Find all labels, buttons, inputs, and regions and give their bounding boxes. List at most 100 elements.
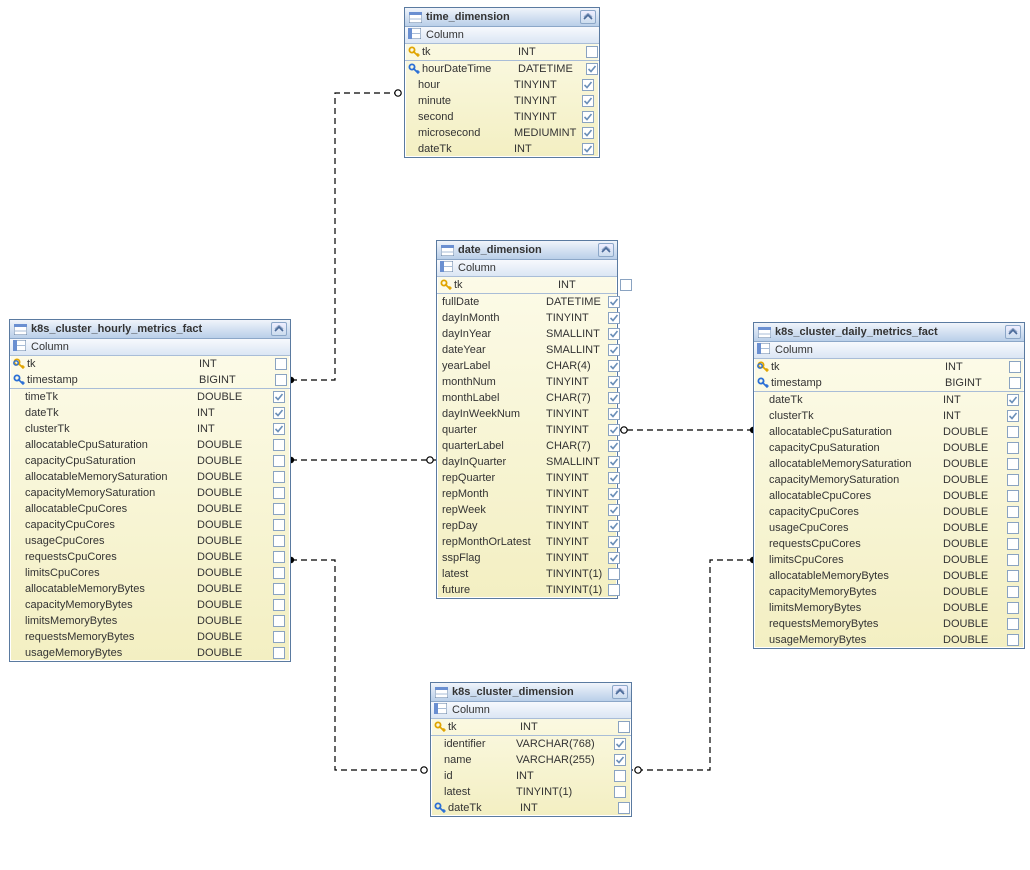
nullable-checkbox[interactable] <box>1007 538 1019 550</box>
column-row[interactable]: repWeekTINYINT <box>437 502 617 518</box>
column-row[interactable]: dateTkINT <box>431 800 631 816</box>
nullable-checkbox[interactable] <box>608 568 620 580</box>
nullable-checkbox[interactable] <box>1007 506 1019 518</box>
nullable-checkbox[interactable] <box>608 552 620 564</box>
column-row[interactable]: dateTkINT <box>754 392 1024 408</box>
column-row[interactable]: capacityCpuCoresDOUBLE <box>754 504 1024 520</box>
column-row[interactable]: limitsMemoryBytesDOUBLE <box>754 600 1024 616</box>
nullable-checkbox[interactable] <box>273 599 285 611</box>
nullable-checkbox[interactable] <box>273 551 285 563</box>
table-titlebar[interactable]: k8s_cluster_dimension <box>431 683 631 702</box>
column-row[interactable]: limitsCpuCoresDOUBLE <box>754 552 1024 568</box>
nullable-checkbox[interactable] <box>273 535 285 547</box>
column-row[interactable]: usageMemoryBytesDOUBLE <box>10 645 290 661</box>
nullable-checkbox[interactable] <box>620 279 632 291</box>
nullable-checkbox[interactable] <box>1007 634 1019 646</box>
nullable-checkbox[interactable] <box>582 95 594 107</box>
table-titlebar[interactable]: k8s_cluster_hourly_metrics_fact <box>10 320 290 339</box>
nullable-checkbox[interactable] <box>586 46 598 58</box>
nullable-checkbox[interactable] <box>608 360 620 372</box>
nullable-checkbox[interactable] <box>273 647 285 659</box>
nullable-checkbox[interactable] <box>614 770 626 782</box>
column-row[interactable]: clusterTkINT <box>754 408 1024 424</box>
column-row[interactable]: repMonthOrLatestTINYINT <box>437 534 617 550</box>
column-row[interactable]: allocatableMemorySaturationDOUBLE <box>754 456 1024 472</box>
column-row[interactable]: requestsCpuCoresDOUBLE <box>754 536 1024 552</box>
collapse-button[interactable] <box>612 685 628 699</box>
column-row[interactable]: monthNumTINYINT <box>437 374 617 390</box>
nullable-checkbox[interactable] <box>1009 377 1021 389</box>
nullable-checkbox[interactable] <box>1007 474 1019 486</box>
nullable-checkbox[interactable] <box>1007 394 1019 406</box>
nullable-checkbox[interactable] <box>582 143 594 155</box>
column-row[interactable]: identifierVARCHAR(768) <box>431 736 631 752</box>
column-row[interactable]: allocatableMemorySaturationDOUBLE <box>10 469 290 485</box>
column-row[interactable]: allocatableCpuSaturationDOUBLE <box>754 424 1024 440</box>
column-row[interactable]: dateYearSMALLINT <box>437 342 617 358</box>
column-row[interactable]: usageCpuCoresDOUBLE <box>10 533 290 549</box>
column-row[interactable]: capacityCpuSaturationDOUBLE <box>754 440 1024 456</box>
nullable-checkbox[interactable] <box>608 536 620 548</box>
column-row[interactable]: dayInMonthTINYINT <box>437 310 617 326</box>
column-row[interactable]: monthLabelCHAR(7) <box>437 390 617 406</box>
column-row[interactable]: tkINT <box>437 277 617 293</box>
nullable-checkbox[interactable] <box>273 503 285 515</box>
nullable-checkbox[interactable] <box>1007 490 1019 502</box>
column-row[interactable]: requestsCpuCoresDOUBLE <box>10 549 290 565</box>
column-row[interactable]: timestampBIGINT <box>754 375 1024 391</box>
column-row[interactable]: allocatableCpuCoresDOUBLE <box>10 501 290 517</box>
column-row[interactable]: microsecondMEDIUMINT <box>405 125 599 141</box>
nullable-checkbox[interactable] <box>608 504 620 516</box>
nullable-checkbox[interactable] <box>608 312 620 324</box>
nullable-checkbox[interactable] <box>273 519 285 531</box>
nullable-checkbox[interactable] <box>618 721 630 733</box>
column-row[interactable]: timeTkDOUBLE <box>10 389 290 405</box>
nullable-checkbox[interactable] <box>1007 570 1019 582</box>
column-row[interactable]: dayInWeekNumTINYINT <box>437 406 617 422</box>
nullable-checkbox[interactable] <box>582 79 594 91</box>
nullable-checkbox[interactable] <box>273 631 285 643</box>
nullable-checkbox[interactable] <box>273 407 285 419</box>
nullable-checkbox[interactable] <box>608 424 620 436</box>
nullable-checkbox[interactable] <box>614 754 626 766</box>
nullable-checkbox[interactable] <box>608 520 620 532</box>
nullable-checkbox[interactable] <box>273 439 285 451</box>
collapse-button[interactable] <box>580 10 596 24</box>
nullable-checkbox[interactable] <box>614 786 626 798</box>
table-titlebar[interactable]: time_dimension <box>405 8 599 27</box>
column-row[interactable]: dateTkINT <box>10 405 290 421</box>
column-row[interactable]: sspFlagTINYINT <box>437 550 617 566</box>
nullable-checkbox[interactable] <box>582 111 594 123</box>
table-titlebar[interactable]: date_dimension <box>437 241 617 260</box>
entity-table-time_dimension[interactable]: time_dimensionColumntkINThourDateTimeDAT… <box>404 7 600 158</box>
column-row[interactable]: idINT <box>431 768 631 784</box>
column-row[interactable]: capacityMemoryBytesDOUBLE <box>754 584 1024 600</box>
nullable-checkbox[interactable] <box>1007 426 1019 438</box>
nullable-checkbox[interactable] <box>273 423 285 435</box>
column-row[interactable]: hourDateTimeDATETIME <box>405 61 599 77</box>
column-row[interactable]: limitsMemoryBytesDOUBLE <box>10 613 290 629</box>
nullable-checkbox[interactable] <box>608 488 620 500</box>
nullable-checkbox[interactable] <box>608 328 620 340</box>
collapse-button[interactable] <box>598 243 614 257</box>
nullable-checkbox[interactable] <box>273 455 285 467</box>
column-row[interactable]: capacityCpuCoresDOUBLE <box>10 517 290 533</box>
column-row[interactable]: hourTINYINT <box>405 77 599 93</box>
nullable-checkbox[interactable] <box>608 392 620 404</box>
column-row[interactable]: latestTINYINT(1) <box>431 784 631 800</box>
nullable-checkbox[interactable] <box>608 472 620 484</box>
column-row[interactable]: tkINT <box>10 356 290 372</box>
column-row[interactable]: usageCpuCoresDOUBLE <box>754 520 1024 536</box>
nullable-checkbox[interactable] <box>582 127 594 139</box>
column-row[interactable]: fullDateDATETIME <box>437 294 617 310</box>
nullable-checkbox[interactable] <box>614 738 626 750</box>
nullable-checkbox[interactable] <box>273 615 285 627</box>
column-row[interactable]: futureTINYINT(1) <box>437 582 617 598</box>
column-row[interactable]: allocatableCpuSaturationDOUBLE <box>10 437 290 453</box>
entity-table-date_dimension[interactable]: date_dimensionColumntkINTfullDateDATETIM… <box>436 240 618 599</box>
nullable-checkbox[interactable] <box>1007 554 1019 566</box>
column-row[interactable]: tkINT <box>405 44 599 60</box>
nullable-checkbox[interactable] <box>608 376 620 388</box>
nullable-checkbox[interactable] <box>273 391 285 403</box>
column-row[interactable]: capacityCpuSaturationDOUBLE <box>10 453 290 469</box>
